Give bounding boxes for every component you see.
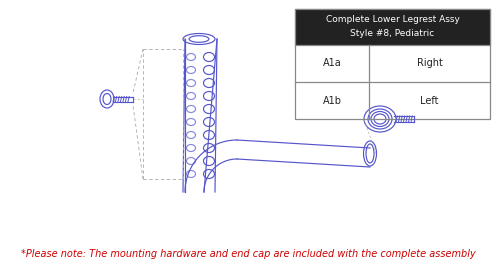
Bar xyxy=(295,9,490,119)
Text: Left: Left xyxy=(420,96,439,105)
Text: Complete Lower Legrest Assy: Complete Lower Legrest Assy xyxy=(326,15,460,25)
Text: Style #8, Pediatric: Style #8, Pediatric xyxy=(350,29,434,37)
Text: A1b: A1b xyxy=(322,96,342,105)
Bar xyxy=(295,9,490,45)
Text: A1a: A1a xyxy=(322,58,342,69)
Text: Right: Right xyxy=(416,58,442,69)
Text: *Please note: The mounting hardware and end cap are included with the complete a: *Please note: The mounting hardware and … xyxy=(20,249,475,259)
